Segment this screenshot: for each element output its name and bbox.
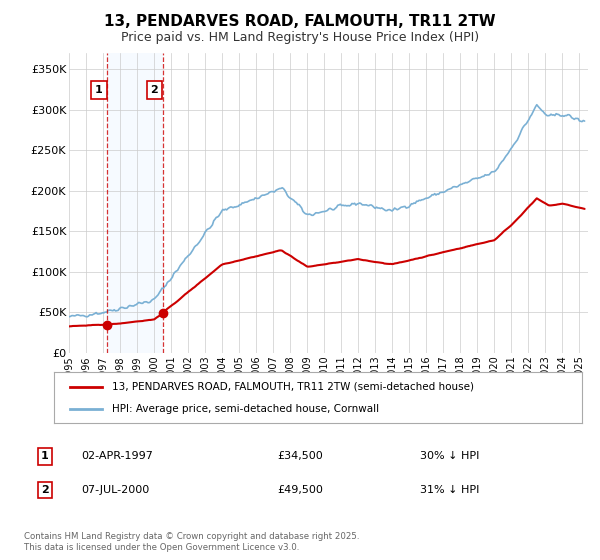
Text: 1: 1 xyxy=(95,85,103,95)
Text: 07-JUL-2000: 07-JUL-2000 xyxy=(81,485,149,495)
Text: 13, PENDARVES ROAD, FALMOUTH, TR11 2TW (semi-detached house): 13, PENDARVES ROAD, FALMOUTH, TR11 2TW (… xyxy=(112,381,474,391)
Text: Contains HM Land Registry data © Crown copyright and database right 2025.
This d: Contains HM Land Registry data © Crown c… xyxy=(24,532,359,552)
Bar xyxy=(107,53,163,353)
Text: £49,500: £49,500 xyxy=(277,485,323,495)
Text: 30% ↓ HPI: 30% ↓ HPI xyxy=(420,451,479,461)
Text: £34,500: £34,500 xyxy=(277,451,323,461)
Text: 02-APR-1997: 02-APR-1997 xyxy=(81,451,153,461)
Text: 31% ↓ HPI: 31% ↓ HPI xyxy=(420,485,479,495)
Text: 2: 2 xyxy=(151,85,158,95)
Text: Price paid vs. HM Land Registry's House Price Index (HPI): Price paid vs. HM Land Registry's House … xyxy=(121,31,479,44)
Text: HPI: Average price, semi-detached house, Cornwall: HPI: Average price, semi-detached house,… xyxy=(112,404,379,414)
Text: 2: 2 xyxy=(41,485,49,495)
Text: 1: 1 xyxy=(41,451,49,461)
Text: 13, PENDARVES ROAD, FALMOUTH, TR11 2TW: 13, PENDARVES ROAD, FALMOUTH, TR11 2TW xyxy=(104,14,496,29)
